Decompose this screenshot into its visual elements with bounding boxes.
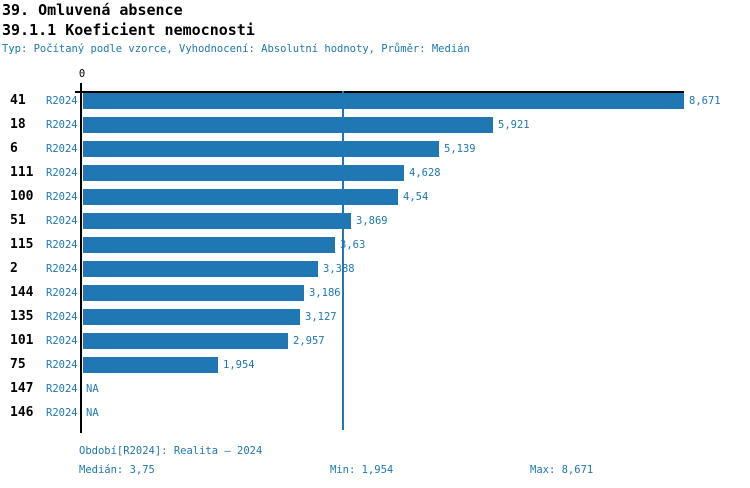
series-period-label: R2024: [46, 287, 78, 299]
series-period-label: R2024: [46, 119, 78, 131]
bar-value-label: 3,388: [323, 263, 355, 275]
category-label: 75: [10, 357, 26, 372]
bar: [83, 309, 300, 325]
category-label: 115: [10, 237, 34, 252]
na-value-label: NA: [86, 383, 99, 395]
category-label: 18: [10, 117, 26, 132]
y-axis-line: [80, 91, 82, 433]
x-axis-zero-tick-label: 0: [78, 68, 86, 80]
footer-min-stat: Min: 1,954: [330, 464, 394, 476]
chart-subtitle: 39.1.1 Koeficient nemocnosti: [2, 21, 255, 39]
bar: [83, 213, 352, 229]
category-label: 101: [10, 333, 34, 348]
series-period-label: R2024: [46, 215, 78, 227]
series-period-label: R2024: [46, 407, 78, 419]
series-period-label: R2024: [46, 383, 78, 395]
bar: [83, 333, 288, 349]
category-label: 111: [10, 165, 34, 180]
series-period-label: R2024: [46, 263, 78, 275]
bar-value-label: 3,127: [305, 311, 337, 323]
series-period-label: R2024: [46, 335, 78, 347]
category-label: 135: [10, 309, 34, 324]
series-period-label: R2024: [46, 167, 78, 179]
bar-value-label: 3,869: [356, 215, 388, 227]
bar-value-label: 8,671: [689, 95, 721, 107]
category-label: 100: [10, 189, 34, 204]
series-period-label: R2024: [46, 239, 78, 251]
page-title: 39. Omluvená absence: [2, 1, 183, 19]
na-value-label: NA: [86, 407, 99, 419]
bar-value-label: 4,54: [403, 191, 429, 203]
footer-median-stat: Medián: 3,75: [79, 464, 155, 476]
bar: [83, 261, 318, 277]
median-gridline: [342, 91, 344, 430]
series-period-label: R2024: [46, 191, 78, 203]
category-label: 2: [10, 261, 18, 276]
bar: [83, 237, 335, 253]
bar-value-label: 3,63: [340, 239, 366, 251]
footer-max-stat: Max: 8,671: [530, 464, 594, 476]
category-label: 6: [10, 141, 18, 156]
bar-value-label: 5,139: [444, 143, 476, 155]
x-axis-zero-tick: [80, 83, 82, 91]
bar: [83, 165, 404, 181]
bar-value-label: 5,921: [498, 119, 530, 131]
category-label: 144: [10, 285, 34, 300]
bar-value-label: 1,954: [223, 359, 255, 371]
chart-meta-line: Typ: Počítaný podle vzorce, Vyhodnocení:…: [2, 43, 470, 55]
series-period-label: R2024: [46, 359, 78, 371]
bar: [83, 189, 398, 205]
bar: [83, 141, 440, 157]
category-label: 41: [10, 93, 26, 108]
category-label: 147: [10, 381, 34, 396]
series-period-label: R2024: [46, 95, 78, 107]
bar: [83, 117, 494, 133]
x-axis-line: [75, 91, 684, 93]
series-period-label: R2024: [46, 143, 78, 155]
bar: [83, 357, 219, 373]
bar-value-label: 2,957: [293, 335, 325, 347]
footer-period-line: Období[R2024]: Realita – 2024: [79, 445, 263, 457]
series-period-label: R2024: [46, 311, 78, 323]
bar-value-label: 3,186: [309, 287, 341, 299]
category-label: 146: [10, 405, 34, 420]
category-label: 51: [10, 213, 26, 228]
bar: [83, 285, 304, 301]
bar: [83, 93, 684, 109]
bar-value-label: 4,628: [409, 167, 441, 179]
